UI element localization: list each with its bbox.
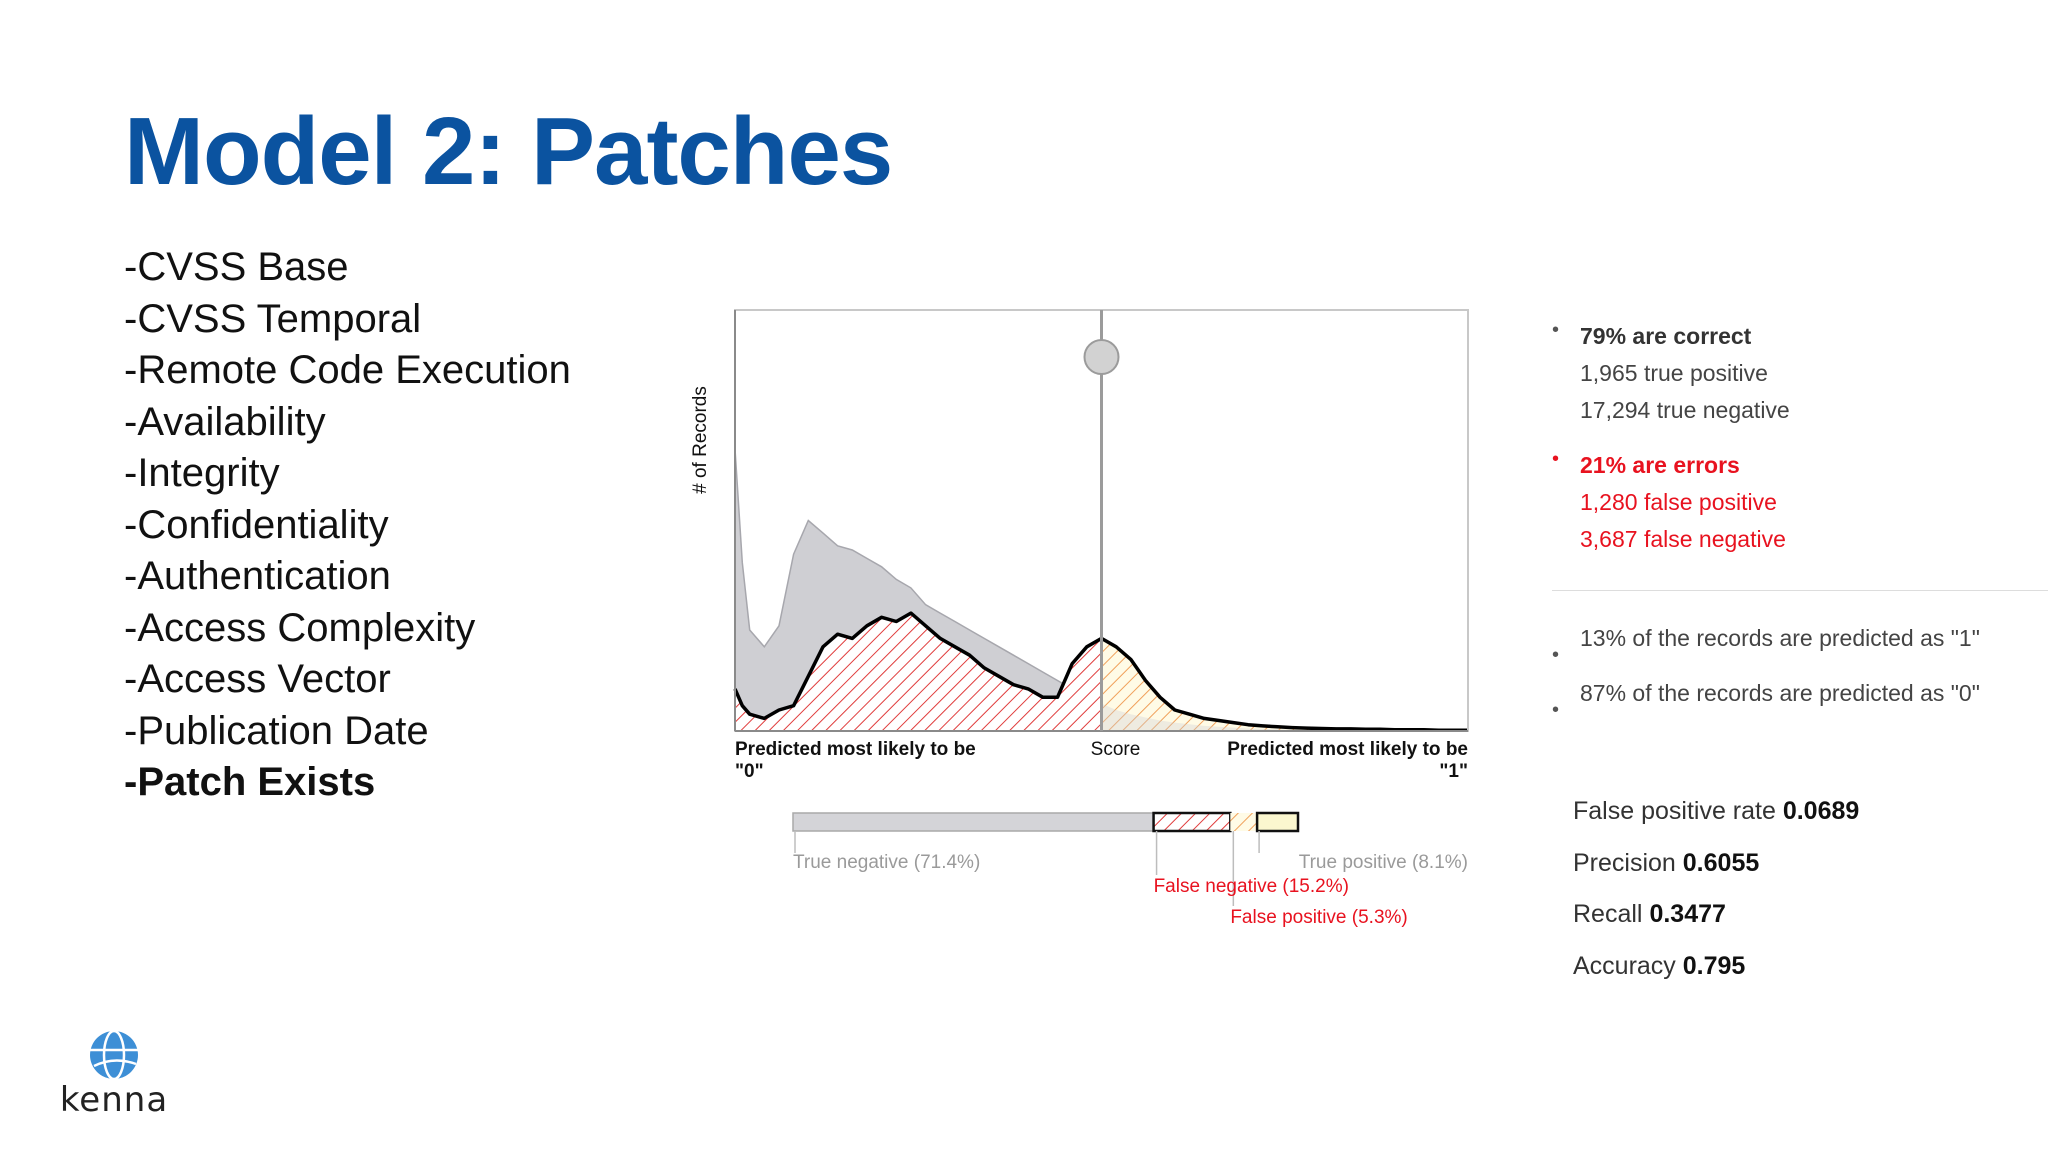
predicted-1-item: • 13% of the records are predicted as "1…: [1552, 611, 2048, 666]
feature-item: -Publication Date: [124, 708, 429, 753]
series-positives-line: [733, 611, 1468, 732]
summary-divider: [1552, 590, 2048, 591]
x-right-label: Predicted most likely to be: [1227, 739, 1468, 760]
bar-segment-fn: [1152, 811, 1232, 833]
bullet-icon: •: [1552, 699, 1560, 721]
errors-group: • 21% are errors 1,280 false positive 3,…: [1552, 447, 2048, 558]
bar-segment-fp: [1230, 813, 1258, 831]
false-positive-region: [1101, 703, 1468, 731]
metric-false-positive-rate: False positive rate 0.0689: [1573, 786, 1859, 838]
x-left-label-value: "0": [735, 761, 764, 782]
metric-label: Recall: [1573, 900, 1643, 928]
metric-value: 0.3477: [1649, 900, 1726, 928]
kenna-logo: kenna: [44, 1028, 184, 1120]
label-true-negative: True negative (71.4%): [793, 852, 980, 873]
false-negative-region: [735, 613, 1102, 731]
feature-item: -Authentication: [124, 554, 391, 598]
x-left-label: Predicted most likely to be: [735, 739, 976, 760]
true-negative-count: 17,294 true negative: [1580, 397, 1790, 423]
predicted-1-text: 13% of the records are predicted as "1": [1580, 625, 1980, 651]
metric-recall: Recall 0.3477: [1573, 889, 1859, 941]
feature-item: -Access Complexity: [124, 605, 476, 650]
metric-label: Precision: [1573, 848, 1676, 877]
bar-segment-tn: [792, 812, 1155, 832]
feature-item: -Patch Exists: [124, 760, 376, 804]
correct-headline: 79% are correct: [1580, 323, 1752, 349]
predicted-0-text: 87% of the records are predicted as "0": [1580, 680, 1980, 706]
feature-item: -Availability: [124, 399, 326, 444]
x-axis-title: Score: [1091, 739, 1141, 760]
feature-item: -CVSS Base: [124, 245, 349, 289]
metric-precision: Precision 0.6055: [1573, 838, 1859, 890]
label-false-positive: False positive (5.3%): [1230, 907, 1407, 928]
metric-accuracy: Accuracy 0.795: [1573, 941, 1859, 993]
metric-value: 0.0689: [1782, 797, 1860, 825]
predicted-0-item: • 87% of the records are predicted as "0…: [1552, 666, 2048, 721]
logo-wordmark: kenna: [59, 1080, 169, 1120]
feature-item: -Remote Code Execution: [124, 348, 571, 392]
x-right-label-value: "1": [1439, 761, 1468, 782]
correct-group: • 79% are correct 1,965 true positive 17…: [1552, 318, 2048, 429]
false-negative-count: 3,687 false negative: [1580, 526, 1786, 552]
globe-icon: [90, 1029, 138, 1081]
label-true-positive: True positive (8.1%): [1299, 852, 1468, 873]
y-axis-title: # of Records: [690, 386, 711, 494]
metrics-panel: False positive rate 0.0689 Precision 0.6…: [1573, 786, 1859, 992]
metric-value: 0.6055: [1682, 848, 1760, 877]
bullet-icon: •: [1552, 448, 1560, 470]
metric-label: Accuracy: [1573, 951, 1676, 980]
errors-headline: 21% are errors: [1580, 452, 1740, 478]
bar-segment-tp: [1255, 811, 1300, 833]
feature-item: -CVSS Temporal: [124, 296, 422, 341]
true-positive-count: 1,965 true positive: [1580, 360, 1768, 386]
feature-item: -Access Vector: [124, 657, 391, 701]
label-false-negative: False negative (15.2%): [1154, 876, 1349, 897]
false-positive-count: 1,280 false positive: [1580, 489, 1777, 515]
summary-panel: • 79% are correct 1,965 true positive 17…: [1552, 318, 2048, 721]
true-positive-region: [1101, 638, 1468, 731]
metric-label: False positive rate: [1573, 797, 1776, 825]
feature-item: -Confidentiality: [124, 502, 389, 547]
feature-list: -CVSS Base -CVSS Temporal -Remote Code Exe…: [124, 242, 571, 809]
threshold-handle[interactable]: [1083, 339, 1120, 375]
feature-item: -Integrity: [124, 451, 280, 495]
bullet-icon: •: [1552, 319, 1560, 341]
slide-title: Model 2: Patches: [124, 98, 893, 205]
metric-value: 0.795: [1682, 951, 1746, 980]
bullet-icon: •: [1552, 644, 1560, 666]
